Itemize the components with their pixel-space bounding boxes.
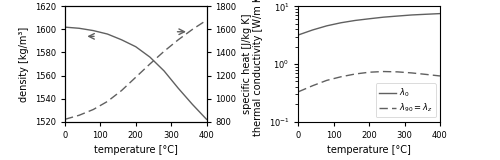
X-axis label: temperature [°C]: temperature [°C] xyxy=(328,145,411,155)
Y-axis label: thermal conductivity [W/m K]: thermal conductivity [W/m K] xyxy=(253,0,263,136)
Legend: $\lambda_0$, $\lambda_{90} = \lambda_z$: $\lambda_0$, $\lambda_{90} = \lambda_z$ xyxy=(376,83,436,117)
Y-axis label: density [kg/m³]: density [kg/m³] xyxy=(20,26,30,102)
X-axis label: temperature [°C]: temperature [°C] xyxy=(94,145,178,155)
Y-axis label: specific heat [J/kg K]: specific heat [J/kg K] xyxy=(242,14,252,114)
